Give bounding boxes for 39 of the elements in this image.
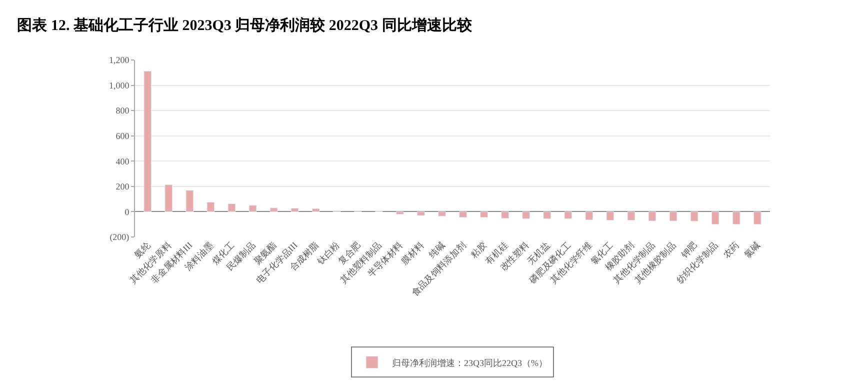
y-tick-label: 800 xyxy=(116,106,130,116)
bar xyxy=(164,184,173,212)
y-tick-label: 1,200 xyxy=(108,55,130,66)
bar xyxy=(459,211,467,218)
bar xyxy=(144,70,152,212)
y-tick-label: 200 xyxy=(116,182,130,192)
bar xyxy=(753,211,762,225)
legend-label: 归母净利润增速：23Q3同比22Q3（%） xyxy=(392,358,548,368)
x-tick-label: 农药 xyxy=(721,240,741,260)
bar xyxy=(270,208,278,212)
y-tick-label: 1,000 xyxy=(108,80,130,90)
bar xyxy=(417,211,425,216)
bar xyxy=(480,211,488,218)
bar xyxy=(606,211,614,221)
bar xyxy=(522,211,530,219)
bar xyxy=(312,208,320,212)
y-tick-label: (200) xyxy=(110,232,130,242)
bar xyxy=(585,211,594,220)
bar xyxy=(501,211,509,219)
chart-title: 图表 12. 基础化工子行业 2023Q3 归母净利润较 2022Q3 同比增速比较 xyxy=(17,16,473,34)
bar xyxy=(206,202,215,212)
bar xyxy=(648,211,656,222)
y-tick-label: 600 xyxy=(116,131,130,142)
bar xyxy=(669,211,678,222)
bar xyxy=(396,211,404,214)
x-tick-label: 氯碱 xyxy=(742,240,762,260)
bar xyxy=(228,204,236,212)
bar xyxy=(290,208,299,212)
bar xyxy=(564,211,572,219)
bar xyxy=(248,205,257,212)
bar xyxy=(438,211,446,216)
bar xyxy=(690,211,698,222)
bar xyxy=(543,211,552,219)
bar xyxy=(627,211,636,221)
bar xyxy=(732,211,740,225)
y-tick-label: 400 xyxy=(116,156,130,166)
bar xyxy=(711,211,720,225)
y-tick-label: 0 xyxy=(124,206,130,217)
bar xyxy=(186,190,194,212)
